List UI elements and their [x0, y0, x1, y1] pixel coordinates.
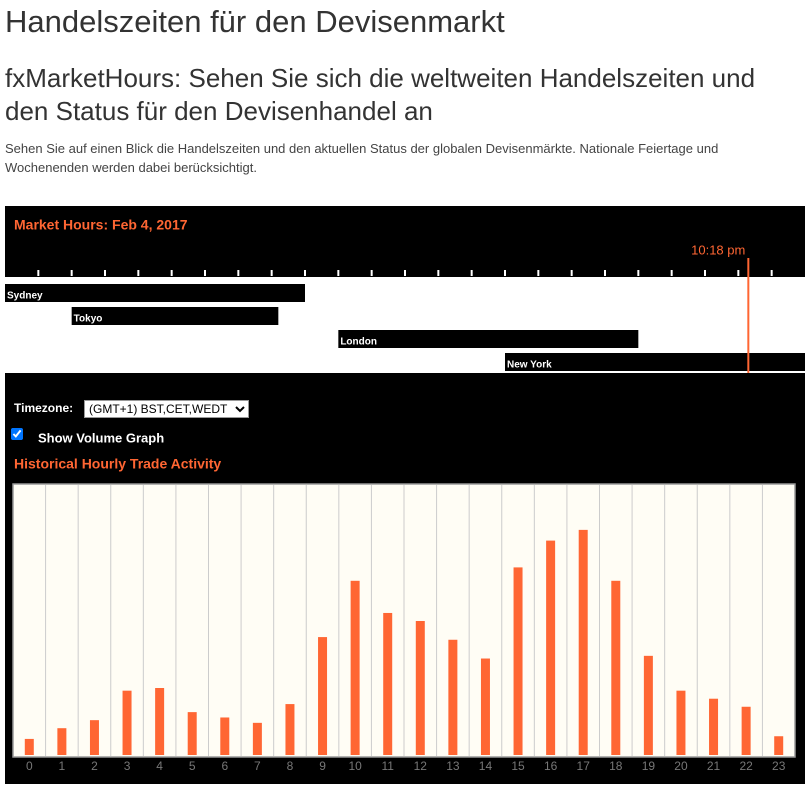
x-tick-label: 8	[287, 759, 294, 773]
x-tick-label: 2	[91, 759, 98, 773]
bar	[480, 658, 490, 755]
session-label: New York	[507, 360, 552, 371]
x-tick-label: 3	[124, 759, 131, 773]
chart-title: Historical Hourly Trade Activity	[14, 456, 221, 472]
bar	[285, 704, 295, 755]
bar	[676, 690, 686, 755]
bar	[383, 612, 393, 755]
bar	[448, 639, 458, 755]
session-bar	[505, 353, 805, 371]
x-tick-label: 4	[156, 759, 163, 773]
bar	[350, 580, 360, 755]
bar	[513, 567, 523, 755]
bar	[57, 728, 67, 755]
x-tick-label: 9	[319, 759, 326, 773]
bar	[155, 688, 165, 755]
x-tick-label: 12	[414, 759, 428, 773]
x-tick-label: 5	[189, 759, 196, 773]
x-tick-label: 1	[59, 759, 66, 773]
session-label: Sydney	[7, 291, 43, 302]
widget-title: Market Hours: Feb 4, 2017	[14, 217, 188, 233]
x-tick-label: 16	[544, 759, 558, 773]
bar	[89, 720, 99, 755]
bar	[24, 738, 34, 755]
volume-checkbox-label[interactable]: Show Volume Graph	[38, 430, 164, 445]
bar	[122, 690, 132, 755]
timezone-select[interactable]: (GMT+1) BST,CET,WEDT	[84, 400, 249, 418]
x-tick-label: 10	[348, 759, 362, 773]
bar	[578, 529, 588, 755]
x-tick-label: 21	[707, 759, 721, 773]
session-label: Tokyo	[74, 314, 103, 325]
volume-checkbox[interactable]	[11, 428, 23, 440]
x-tick-label: 0	[26, 759, 33, 773]
bar	[318, 637, 328, 755]
current-time-label: 10:18 pm	[691, 242, 745, 257]
page-description: Sehen Sie auf einen Blick die Handelszei…	[5, 141, 719, 175]
bar	[643, 655, 653, 755]
session-bar	[338, 330, 639, 348]
bar	[546, 540, 556, 755]
x-tick-label: 17	[577, 759, 591, 773]
bar	[709, 698, 719, 755]
session-bar	[5, 284, 305, 302]
page-title: Handelszeiten für den Devisenmarkt	[5, 4, 505, 39]
widget-canvas: Market Hours: Feb 4, 2017 Timezone: Show…	[5, 206, 805, 784]
bar	[774, 736, 784, 755]
bar	[741, 706, 751, 755]
x-tick-label: 19	[642, 759, 656, 773]
bar	[252, 722, 262, 755]
bar	[415, 621, 425, 755]
market-hours-widget: Market Hours: Feb 4, 2017 Timezone: Show…	[5, 206, 805, 784]
x-tick-label: 22	[739, 759, 753, 773]
x-tick-label: 20	[674, 759, 688, 773]
bar	[611, 580, 621, 755]
bar	[187, 712, 197, 755]
timezone-label: Timezone:	[14, 401, 73, 415]
x-tick-label: 13	[446, 759, 460, 773]
x-tick-label: 18	[609, 759, 623, 773]
page-subtitle: fxMarketHours: Sehen Sie sich die weltwe…	[5, 63, 756, 126]
x-tick-label: 14	[479, 759, 493, 773]
x-tick-label: 6	[221, 759, 228, 773]
session-label: London	[340, 337, 377, 348]
x-tick-label: 7	[254, 759, 261, 773]
x-tick-label: 23	[772, 759, 786, 773]
x-tick-label: 15	[511, 759, 525, 773]
x-tick-label: 11	[381, 759, 394, 773]
session-bar	[71, 307, 279, 325]
bar	[220, 717, 230, 755]
